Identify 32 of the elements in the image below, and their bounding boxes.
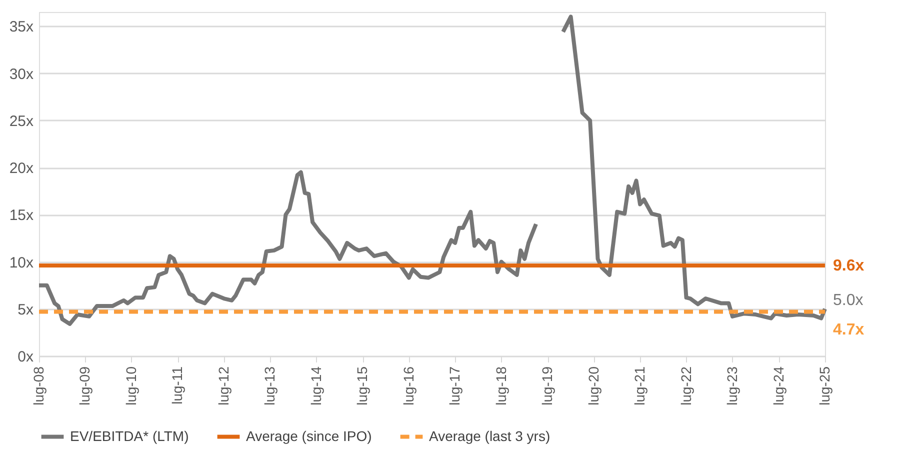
legend-label: Average (last 3 yrs) xyxy=(429,428,550,444)
annotation: 5.0x xyxy=(833,292,864,309)
annotation: 4.7x xyxy=(833,322,864,339)
y-tick-label: 5x xyxy=(18,301,34,318)
x-tick-label: lug-11 xyxy=(169,366,186,404)
x-tick-label: lug-24 xyxy=(770,366,786,406)
y-tick-label: 10x xyxy=(9,254,34,272)
x-tick-label: lug-10 xyxy=(122,366,139,406)
x-tick-label: lug-09 xyxy=(76,366,93,406)
x-tick-label: lug-17 xyxy=(446,366,463,406)
x-tick-label: lug-22 xyxy=(678,366,694,406)
x-tick-label: lug-21 xyxy=(632,366,648,406)
x-tick-label: lug-16 xyxy=(400,366,416,406)
x-tick-label: lug-20 xyxy=(585,366,602,406)
y-tick-label: 15x xyxy=(9,207,34,224)
annotation: 9.6x xyxy=(833,258,864,275)
y-tick-label: 20x xyxy=(9,160,34,178)
y-tick-label: 35x xyxy=(9,18,34,36)
y-tick-label: 0x xyxy=(18,348,34,366)
x-tick-label: lug-23 xyxy=(724,366,740,406)
x-tick-label: lug-13 xyxy=(262,366,278,406)
x-tick-label: lug-14 xyxy=(308,366,324,406)
legend-label: EV/EBITDA* (LTM) xyxy=(70,428,189,444)
x-tick-label: lug-12 xyxy=(215,366,232,406)
y-tick-label: 30x xyxy=(9,66,34,83)
x-tick-label: lug-08 xyxy=(30,366,46,406)
x-tick-label: lug-18 xyxy=(492,366,509,406)
x-tick-label: lug-15 xyxy=(354,366,370,406)
y-tick-label: 25x xyxy=(9,112,34,130)
legend-label: Average (since IPO) xyxy=(246,428,372,444)
x-tick-label: lug-25 xyxy=(816,366,832,406)
x-tick-label: lug-19 xyxy=(539,366,556,406)
